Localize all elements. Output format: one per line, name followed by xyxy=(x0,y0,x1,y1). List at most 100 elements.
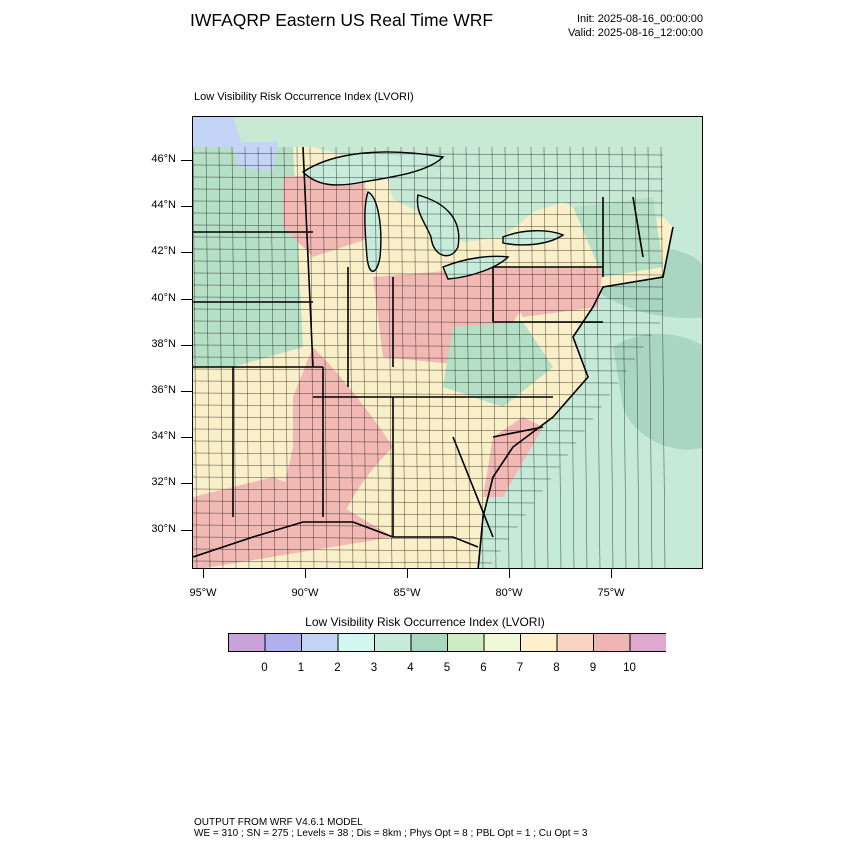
latitude-tick xyxy=(181,298,192,300)
county-line xyxy=(193,188,664,192)
longitude-tick xyxy=(305,569,306,578)
county-line xyxy=(193,476,552,480)
footer-config-line: WE = 310 ; SN = 275 ; Levels = 38 ; Dis … xyxy=(194,828,588,839)
colorbar-label: 10 xyxy=(623,662,636,674)
county-line xyxy=(193,488,543,492)
county-line xyxy=(193,356,636,360)
colorbar-label: 6 xyxy=(480,662,487,674)
county-line xyxy=(193,344,644,348)
map-canvas xyxy=(193,117,702,568)
county-line xyxy=(647,146,653,568)
latitude-label: 34°N xyxy=(151,430,176,443)
coastline xyxy=(477,226,674,568)
county-line xyxy=(193,404,602,408)
high-risk-region xyxy=(193,477,393,568)
latitude-label: 32°N xyxy=(151,476,176,489)
colorbar-label: 1 xyxy=(297,662,305,674)
county-line xyxy=(218,146,224,568)
county-line xyxy=(296,146,302,568)
colorbar-label: 2 xyxy=(334,662,341,674)
colorbar-swatch xyxy=(593,633,631,652)
county-line xyxy=(361,146,367,568)
high-risk-region xyxy=(483,417,543,497)
county-line xyxy=(439,146,445,568)
county-line xyxy=(193,500,535,504)
longitude-tick xyxy=(611,569,612,578)
county-line xyxy=(270,146,276,568)
county-line xyxy=(660,146,666,568)
latitude-label: 40°N xyxy=(151,291,176,304)
longitude-label: 85°W xyxy=(393,587,421,599)
init-time: Init: 2025-08-16_00:00:00 xyxy=(577,13,703,25)
county-line xyxy=(193,428,585,432)
colorbar-swatch xyxy=(337,633,375,652)
colorbar-label: 0 xyxy=(261,662,268,674)
county-line xyxy=(205,146,211,568)
low-risk-region xyxy=(443,322,553,407)
county-line xyxy=(608,146,614,568)
county-line xyxy=(322,146,328,568)
map-panel xyxy=(192,116,703,569)
county-line xyxy=(193,176,664,180)
colorbar-title: Low Visibility Risk Occurrence Index (LV… xyxy=(305,615,545,629)
latitude-label: 46°N xyxy=(151,153,176,165)
county-line xyxy=(193,200,664,204)
latitude-tick xyxy=(181,206,192,208)
latitude-tick xyxy=(181,344,192,346)
longitude-tick xyxy=(203,569,204,578)
longitude-label: 80°W xyxy=(495,587,523,599)
county-line xyxy=(193,452,568,456)
county-line xyxy=(193,248,664,252)
field-title: Low Visibility Risk Occurrence Index (LV… xyxy=(194,91,414,103)
colorbar-swatch xyxy=(447,633,485,652)
county-boundaries xyxy=(193,146,666,568)
very-low-risk-region xyxy=(193,117,243,147)
longitude-label: 95°W xyxy=(189,587,217,599)
county-line xyxy=(193,224,664,228)
ocean-patch xyxy=(613,333,702,450)
county-line xyxy=(582,146,588,568)
longitude-label: 75°W xyxy=(597,587,625,599)
footer-model-line: OUTPUT FROM WRF V4.6.1 MODEL xyxy=(194,817,363,828)
mid-risk-region xyxy=(393,397,493,477)
colorbar-label: 8 xyxy=(553,662,560,674)
county-line xyxy=(335,146,341,568)
county-line xyxy=(257,146,263,568)
latitude-label: 30°N xyxy=(151,522,176,535)
colorbar-label: 3 xyxy=(370,662,378,674)
county-line xyxy=(193,548,501,552)
county-line xyxy=(413,146,419,568)
low-risk-region xyxy=(573,197,663,277)
county-line xyxy=(478,146,484,568)
county-line xyxy=(193,560,493,564)
county-line xyxy=(348,146,354,568)
colorbar-swatch xyxy=(228,633,266,652)
very-low-risk-region xyxy=(233,142,278,172)
high-risk-region xyxy=(493,267,603,317)
county-line xyxy=(452,146,458,568)
latitude-tick xyxy=(181,391,192,392)
colorbar-swatch xyxy=(410,633,448,652)
latitude-tick xyxy=(181,160,192,161)
county-line xyxy=(193,380,619,384)
lake-ontario xyxy=(502,230,565,246)
county-line xyxy=(426,146,432,568)
county-line xyxy=(193,236,664,240)
colorbar-label: 4 xyxy=(407,662,414,674)
latitude-tick xyxy=(181,252,192,254)
county-line xyxy=(193,464,560,468)
colorbar-swatch xyxy=(629,633,666,652)
county-line xyxy=(193,284,664,288)
colorbar-label: 7 xyxy=(516,662,524,674)
colorbar-swatch xyxy=(556,633,594,652)
county-line xyxy=(193,146,198,568)
county-line xyxy=(193,512,526,516)
county-line xyxy=(193,296,664,300)
county-line xyxy=(569,146,575,568)
county-line xyxy=(193,368,627,372)
county-line xyxy=(193,164,664,168)
county-line xyxy=(193,308,664,312)
county-line xyxy=(387,146,393,568)
colorbar-label: 5 xyxy=(443,662,451,674)
latitude-label: 36°N xyxy=(151,384,176,396)
